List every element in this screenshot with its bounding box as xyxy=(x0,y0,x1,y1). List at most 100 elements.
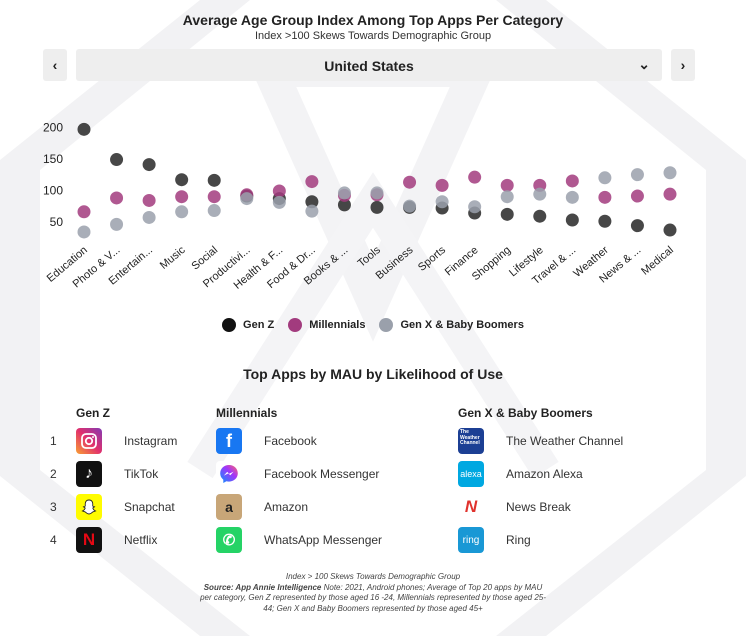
point-gen-x-baby-boomers-14 xyxy=(533,187,547,201)
legend-item-genx: Gen X & Baby Boomers xyxy=(379,318,524,332)
legend-label-genx: Gen X & Baby Boomers xyxy=(400,319,524,331)
news-break-icon: N xyxy=(458,494,484,520)
tiktok-icon: ♪ xyxy=(76,461,102,487)
point-millennials-7 xyxy=(305,175,319,189)
point-gen-z-13 xyxy=(500,207,514,221)
rank-number: 1 xyxy=(50,434,57,448)
app-name: Snapchat xyxy=(124,500,175,514)
country-select[interactable]: United States ⌄ xyxy=(76,49,662,81)
point-gen-z-18 xyxy=(663,223,677,237)
point-gen-x-baby-boomers-2 xyxy=(142,210,156,224)
point-millennials-15 xyxy=(565,174,579,188)
next-country-button[interactable]: › xyxy=(671,49,695,81)
app-row-snapchat[interactable]: Snapchat xyxy=(76,494,175,520)
app-row-amazon-alexa[interactable]: alexa Amazon Alexa xyxy=(458,461,583,487)
footer-source-note: Note: 2021, Android phones; Average of T… xyxy=(200,582,546,613)
app-name: Amazon xyxy=(264,500,309,514)
point-gen-z-14 xyxy=(533,209,547,223)
messenger-icon xyxy=(216,461,242,487)
legend-item-genz: Gen Z xyxy=(222,318,274,332)
point-millennials-11 xyxy=(435,178,449,192)
chevron-down-icon: ⌄ xyxy=(638,56,650,72)
app-row-weather-channel[interactable]: The Weather Channel The Weather Channel xyxy=(458,428,623,454)
app-row-instagram[interactable]: Instagram xyxy=(76,428,177,454)
ring-icon: ring xyxy=(458,527,484,553)
app-name: The Weather Channel xyxy=(506,434,624,448)
app-row-ring[interactable]: ring Ring xyxy=(458,527,531,553)
point-gen-z-17 xyxy=(630,219,644,233)
instagram-icon xyxy=(76,428,102,454)
x-tick-label: Business xyxy=(374,244,416,282)
point-millennials-0 xyxy=(77,205,91,219)
point-gen-x-baby-boomers-0 xyxy=(77,225,91,239)
whatsapp-icon: ✆ xyxy=(216,527,242,553)
app-name: Instagram xyxy=(124,434,178,448)
point-gen-x-baby-boomers-3 xyxy=(175,205,189,219)
app-name: TikTok xyxy=(124,467,159,481)
app-row-whatsapp[interactable]: ✆ WhatsApp Messenger xyxy=(216,527,382,553)
app-row-amazon[interactable]: a Amazon xyxy=(216,494,308,520)
point-millennials-12 xyxy=(468,170,482,184)
y-tick-label: 200 xyxy=(43,120,63,134)
chart-subtitle: Index >100 Skews Towards Demographic Gro… xyxy=(254,30,492,42)
netflix-icon: N xyxy=(76,527,102,553)
column-header-genz: Gen Z xyxy=(76,406,111,420)
legend-dot-millennials xyxy=(288,318,303,332)
app-name: Facebook xyxy=(264,434,317,448)
point-gen-x-baby-boomers-4 xyxy=(207,204,221,218)
legend-label-millennials: Millennials xyxy=(309,319,366,331)
point-millennials-3 xyxy=(175,190,189,204)
point-gen-z-0 xyxy=(77,122,91,136)
footer-source-label: Source: App Annie Intelligence xyxy=(203,582,322,592)
app-row-facebook-messenger[interactable]: Facebook Messenger xyxy=(216,461,379,487)
point-gen-z-2 xyxy=(142,158,156,172)
footer-notes: Index > 100 Skews Towards Demographic Gr… xyxy=(0,572,746,614)
app-name: Facebook Messenger xyxy=(264,467,380,481)
point-gen-x-baby-boomers-13 xyxy=(500,190,514,204)
rank-number: 4 xyxy=(50,533,57,547)
point-millennials-2 xyxy=(142,193,156,207)
app-row-tiktok[interactable]: ♪ TikTok xyxy=(76,461,158,487)
point-gen-z-1 xyxy=(110,153,124,167)
rank-number: 2 xyxy=(50,467,57,481)
legend-item-millennials: Millennials xyxy=(288,318,365,332)
y-tick-label: 100 xyxy=(43,183,63,197)
footer-index-note: Index > 100 Skews Towards Demographic Gr… xyxy=(285,572,461,581)
column-header-genx: Gen X & Baby Boomers xyxy=(458,406,593,420)
point-millennials-10 xyxy=(403,175,417,189)
point-gen-x-baby-boomers-12 xyxy=(468,200,482,214)
facebook-icon: f xyxy=(216,428,242,454)
point-gen-x-baby-boomers-6 xyxy=(272,195,286,209)
app-name: Ring xyxy=(506,533,531,547)
point-gen-x-baby-boomers-8 xyxy=(337,186,351,200)
point-millennials-16 xyxy=(598,190,612,204)
point-gen-z-7 xyxy=(305,195,319,209)
app-row-news-break[interactable]: N News Break xyxy=(458,494,571,520)
previous-country-button[interactable]: ‹ xyxy=(43,49,67,81)
point-millennials-4 xyxy=(207,190,221,204)
selected-country: United States xyxy=(324,58,414,74)
chart-title: Average Age Group Index Among Top Apps P… xyxy=(182,12,564,28)
point-gen-z-16 xyxy=(598,214,612,228)
app-name: News Break xyxy=(506,500,571,514)
app-row-netflix[interactable]: N Netflix xyxy=(76,527,157,553)
app-name: Amazon Alexa xyxy=(506,467,583,481)
point-gen-z-4 xyxy=(207,173,221,187)
column-header-millennials: Millennials xyxy=(216,406,278,420)
point-gen-x-baby-boomers-15 xyxy=(565,190,579,204)
amazon-icon: a xyxy=(216,494,242,520)
y-tick-label: 150 xyxy=(43,152,63,166)
point-gen-z-9 xyxy=(370,200,384,214)
x-tick-label: Tools xyxy=(356,244,384,270)
point-gen-x-baby-boomers-9 xyxy=(370,186,384,200)
point-gen-x-baby-boomers-7 xyxy=(305,204,319,218)
legend-label-genz: Gen Z xyxy=(243,319,275,331)
point-gen-z-3 xyxy=(175,173,189,187)
point-gen-x-baby-boomers-17 xyxy=(630,168,644,182)
point-gen-z-8 xyxy=(337,198,351,212)
point-millennials-18 xyxy=(663,187,677,201)
chevron-left-icon: ‹ xyxy=(52,57,58,73)
app-row-facebook[interactable]: f Facebook xyxy=(216,428,317,454)
point-gen-x-baby-boomers-11 xyxy=(435,195,449,209)
